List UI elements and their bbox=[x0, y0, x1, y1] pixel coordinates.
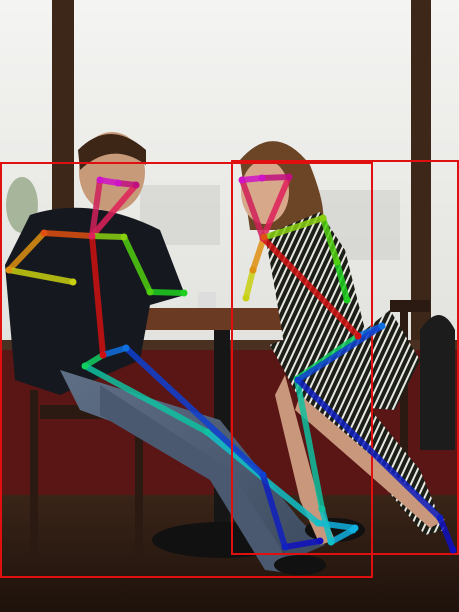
skeleton-keypoint bbox=[242, 294, 250, 302]
skeleton-keypoint bbox=[99, 351, 107, 359]
chair-right bbox=[390, 300, 430, 510]
person-bounding-box bbox=[231, 160, 459, 555]
skeleton-limb bbox=[121, 234, 153, 295]
skeleton-keypoint bbox=[203, 428, 211, 436]
skeleton-keypoint bbox=[449, 546, 457, 554]
skeleton-limb bbox=[147, 289, 187, 296]
skeleton-limb bbox=[328, 527, 356, 545]
skeleton-limb bbox=[320, 215, 340, 265]
skeleton-keypoint bbox=[327, 538, 335, 546]
skeleton-keypoint bbox=[285, 173, 293, 181]
skeleton-limb bbox=[294, 376, 325, 512]
skeleton-keypoint bbox=[258, 174, 266, 182]
skeleton-limb bbox=[6, 267, 76, 285]
skeleton-keypoint bbox=[333, 258, 341, 266]
skeleton-limb bbox=[260, 215, 326, 241]
skeleton-limb bbox=[89, 177, 103, 239]
skeleton-keypoint bbox=[343, 296, 351, 304]
skeleton-keypoint bbox=[294, 376, 302, 384]
skeleton-limb bbox=[259, 174, 292, 181]
skeleton-limb bbox=[243, 267, 256, 301]
skeleton-keypoint bbox=[69, 278, 77, 286]
skeleton-keypoint bbox=[5, 266, 13, 274]
skeleton-limb bbox=[89, 233, 127, 240]
skeleton-limb bbox=[295, 323, 385, 383]
skeleton-keypoint bbox=[96, 176, 104, 184]
skeleton-limb bbox=[239, 177, 266, 241]
skeleton-keypoint bbox=[180, 289, 188, 297]
skeleton-limb bbox=[250, 234, 267, 273]
skeleton-keypoint bbox=[238, 176, 246, 184]
skeleton-keypoint bbox=[436, 514, 444, 522]
skeleton-limb bbox=[100, 345, 129, 358]
skeleton-keypoint bbox=[132, 181, 140, 189]
skeleton-limb bbox=[6, 230, 47, 273]
skeleton-limb bbox=[295, 377, 443, 521]
skeleton-keypoint bbox=[146, 288, 154, 296]
skeleton-keypoint bbox=[314, 519, 322, 527]
skeleton-limb bbox=[260, 472, 288, 550]
man-figure bbox=[5, 132, 365, 575]
skeleton-limb bbox=[82, 363, 210, 435]
skeleton-limb bbox=[89, 233, 106, 358]
skeleton-keypoint bbox=[354, 332, 362, 340]
skeleton-keypoint bbox=[114, 179, 122, 187]
skeleton-keypoint bbox=[319, 214, 327, 222]
skeleton-limb bbox=[437, 515, 456, 553]
skeleton-limb bbox=[282, 538, 323, 550]
skeleton-keypoint bbox=[249, 266, 257, 274]
skeleton-limb bbox=[334, 259, 350, 303]
pose-overlay bbox=[0, 160, 459, 578]
skeleton-limb bbox=[260, 174, 292, 241]
skeleton-keypoint bbox=[120, 233, 128, 241]
skeleton-keypoint bbox=[318, 505, 326, 513]
skeleton-limb bbox=[319, 506, 334, 545]
skeleton-limb bbox=[260, 235, 361, 339]
person-bounding-box bbox=[0, 162, 373, 578]
skeleton-keypoint bbox=[259, 471, 267, 479]
skeleton-limb bbox=[41, 230, 95, 239]
skeleton-keypoint bbox=[281, 543, 289, 551]
skeleton-keypoint bbox=[378, 322, 386, 330]
skeleton-limb bbox=[82, 352, 106, 369]
skeleton-keypoint bbox=[122, 344, 130, 352]
skeleton-keypoint bbox=[260, 233, 268, 241]
handbag bbox=[420, 315, 455, 450]
skeleton-limb bbox=[89, 182, 139, 239]
skeleton-keypoint bbox=[88, 232, 96, 240]
skeleton-limb bbox=[123, 345, 266, 478]
skeleton-keypoint bbox=[81, 362, 89, 370]
skeleton-keypoint bbox=[349, 526, 357, 534]
skeleton-keypoint bbox=[40, 229, 48, 237]
skeleton-keypoint bbox=[316, 537, 324, 545]
